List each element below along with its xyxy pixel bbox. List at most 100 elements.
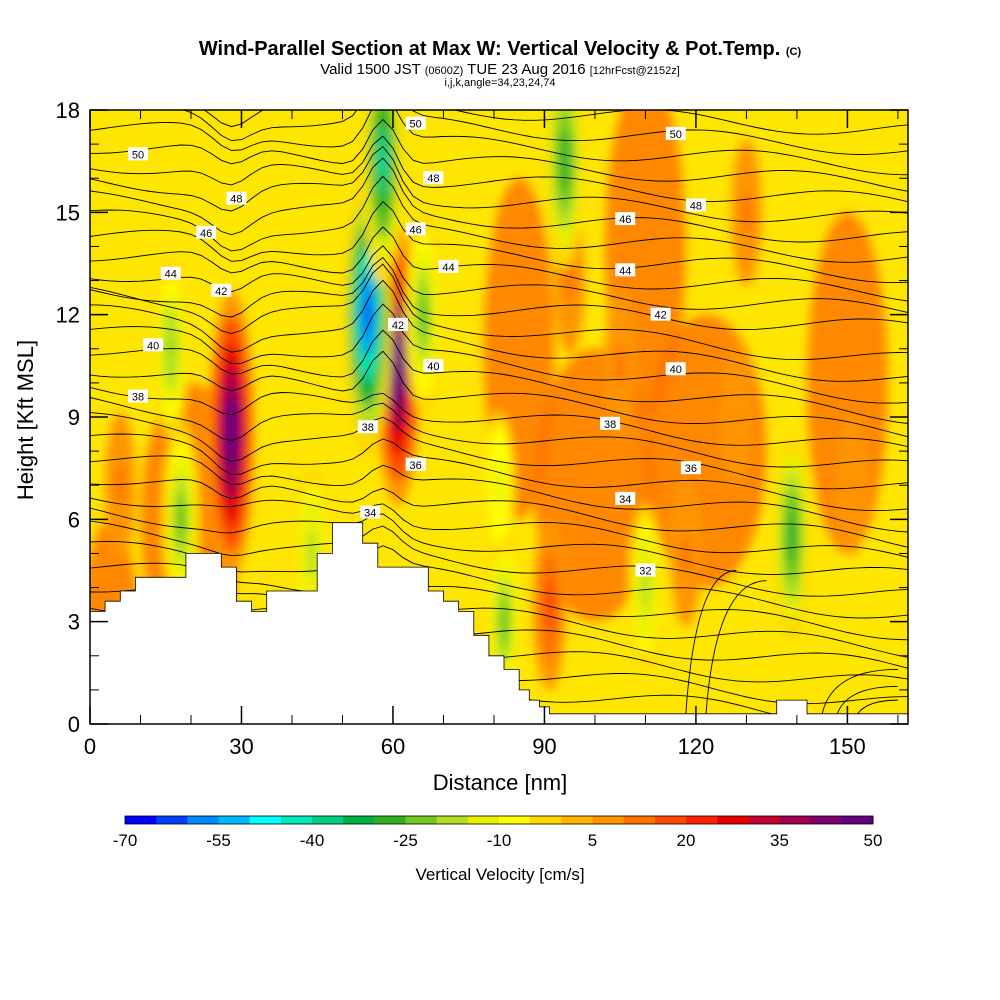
colorbar-swatch — [125, 816, 157, 824]
potential-temperature-contours — [90, 110, 908, 724]
isentrope-line — [90, 397, 908, 468]
contour-label-box — [685, 198, 706, 212]
colorbar-swatch — [405, 816, 438, 824]
contour-label-text: 46 — [200, 228, 212, 240]
contour-label-text: 50 — [670, 129, 682, 141]
isentrope-line — [90, 412, 908, 490]
y-tick-label: 15 — [56, 200, 80, 225]
colorbar-swatch — [249, 816, 282, 824]
contour-label-box — [196, 225, 217, 239]
downdraft-cell — [421, 303, 426, 326]
colorbar-frame — [124, 815, 874, 825]
contour-label-text: 32 — [639, 566, 651, 578]
isentrope-line — [90, 118, 908, 192]
colorbar-swatch — [156, 816, 188, 824]
contour-label-box — [388, 317, 409, 331]
contour-label: 32 — [635, 563, 656, 578]
contour-label-box — [665, 126, 686, 140]
contour-label: 36 — [680, 461, 701, 475]
contour-label-box — [127, 147, 148, 161]
downdraft-cell — [502, 611, 506, 632]
contour-label-box — [680, 461, 701, 475]
colorbar-tick-label: 20 — [677, 831, 696, 850]
contour-label-text: 42 — [215, 286, 227, 298]
contour-label-text: 40 — [670, 364, 682, 376]
contour-label-box — [438, 259, 459, 273]
downdraft-cell — [562, 149, 567, 173]
isentrope-line — [821, 668, 898, 714]
isentrope-line — [90, 507, 908, 575]
colorbar-swatch — [810, 816, 843, 824]
isentrope-line — [90, 157, 908, 243]
contour-label-text: 38 — [362, 422, 374, 434]
contour-label: 46 — [405, 222, 426, 236]
contour-label-text: 36 — [410, 460, 422, 472]
contour-label-box — [226, 191, 247, 205]
colorbar-swatch — [717, 816, 749, 824]
contour-label-text: 46 — [410, 224, 422, 236]
isentrope-line — [90, 145, 908, 223]
colorbar-tick-label: -10 — [487, 831, 512, 850]
contour-label-box — [211, 283, 232, 297]
contour-label: 48 — [423, 171, 444, 185]
contour-label-box — [615, 263, 636, 277]
isentrope-line — [90, 455, 908, 533]
updraft-cell — [395, 350, 401, 381]
isentrope-line — [705, 580, 767, 714]
isentrope-line — [90, 303, 908, 404]
isentrope-line — [90, 110, 908, 176]
colorbar-tick-label: 35 — [770, 831, 789, 850]
contour-label-box — [357, 420, 378, 434]
contour-label-box — [405, 222, 426, 236]
chart-subtitle-indices: i,j,k,angle=34,23,24,74 — [444, 77, 556, 89]
isentrope-line — [90, 135, 908, 203]
isentrope-line — [90, 479, 908, 548]
contour-label-box — [615, 212, 636, 226]
colorbar-swatch — [686, 816, 718, 824]
contour-label: 38 — [357, 420, 378, 434]
colorbar-swatch — [748, 816, 780, 824]
contour-label-box — [127, 389, 148, 403]
colorbar-tick-label: -70 — [113, 831, 138, 850]
colorbar: -70 -55 -40 -25 -10 5 20 35 50 — [113, 815, 882, 850]
y-tick-label: 6 — [68, 507, 80, 532]
weak-updraft-area — [807, 212, 888, 554]
isentrope-line — [90, 175, 908, 263]
contour-label-text: 46 — [619, 214, 631, 226]
y-axis-label: Height [Kft MSL] — [13, 340, 38, 500]
isentrope-line — [90, 329, 908, 424]
contour-label-text: 42 — [654, 310, 666, 322]
isentrope-line — [90, 279, 908, 382]
contour-label-box — [600, 416, 621, 430]
contour-label: 44 — [438, 259, 459, 274]
terrain — [90, 522, 908, 724]
chart-title: Wind-Parallel Section at Max W: Vertical… — [198, 38, 802, 60]
isentrope-line — [685, 570, 737, 714]
colorbar-swatch — [218, 816, 251, 824]
contour-label: 46 — [196, 225, 217, 240]
contour-label-text: 36 — [685, 463, 697, 475]
contour-label-box — [423, 171, 444, 185]
colorbar-swatch — [280, 816, 313, 824]
x-tick-label: 90 — [532, 734, 556, 759]
y-tick-label: 18 — [56, 98, 80, 123]
colorbar-swatch — [467, 816, 500, 824]
contour-label-text: 44 — [619, 265, 631, 277]
contour-label-box — [423, 358, 444, 372]
contour-label-box — [615, 491, 636, 505]
contour-label-box — [635, 563, 656, 577]
x-tick-label: 30 — [229, 734, 253, 759]
contour-label-text: 40 — [427, 361, 439, 373]
colorbar-swatch — [374, 816, 406, 824]
plot-area: 50 50 50 48 48 48 46 46 46 44 44 44 42 42 42 40 40 40 38 38… — [90, 110, 908, 724]
contour-label: 42 — [388, 317, 409, 332]
colorbar-swatch — [312, 816, 344, 824]
colorbar-swatch — [187, 816, 219, 824]
colorbar-swatch — [592, 816, 625, 824]
chart-title-unit: (C) — [785, 46, 802, 58]
updraft-cell — [228, 418, 234, 450]
colorbar-swatch — [779, 816, 812, 824]
contour-label-text: 44 — [165, 269, 177, 281]
y-tick-label: 3 — [68, 610, 80, 635]
contour-label: 38 — [127, 389, 148, 404]
